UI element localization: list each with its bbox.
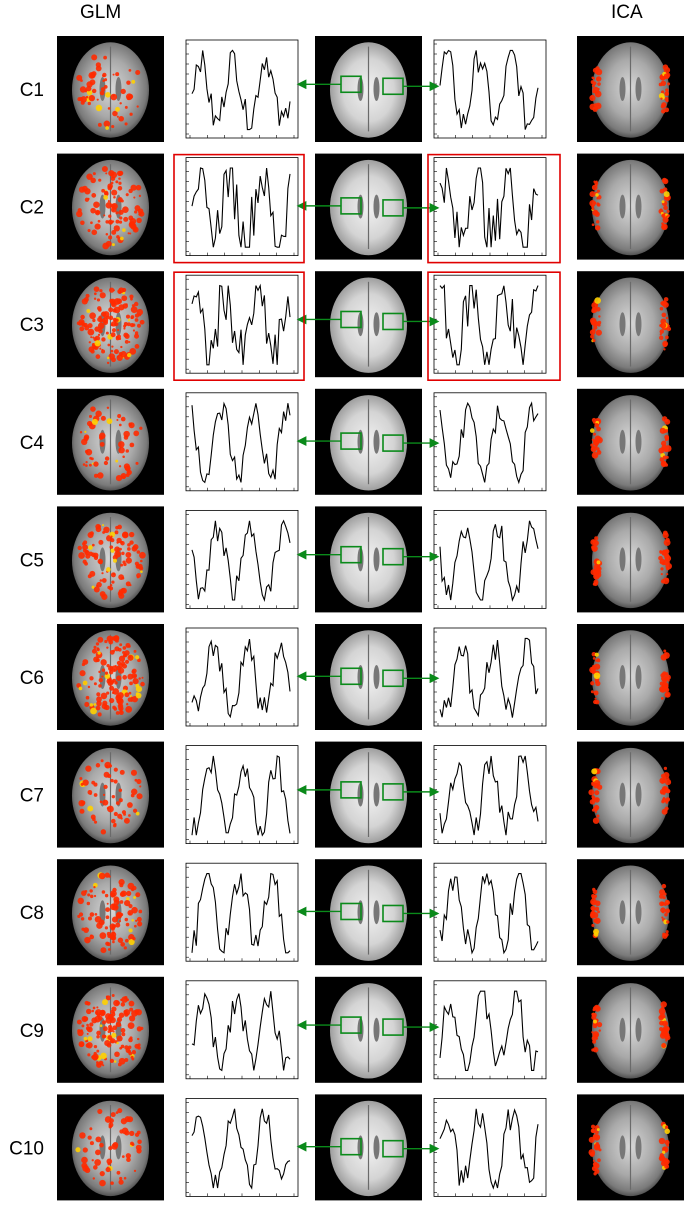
right-roi-timecourse: [433, 745, 547, 844]
left-roi-timecourse: [185, 627, 299, 727]
ica-activation-map: [577, 271, 684, 378]
left-roi-timecourse: [185, 862, 299, 962]
glm-activation-map: [57, 624, 164, 730]
left-roi-timecourse: [185, 980, 299, 1080]
right-roi-timecourse: [433, 1098, 547, 1197]
row-label: C5: [20, 550, 44, 571]
glm-activation-map: [57, 1094, 164, 1201]
glm-activation-map: [57, 153, 164, 260]
structural-brain-slice: [315, 976, 422, 1083]
ica-activation-map: [577, 36, 684, 142]
glm-activation-map: [57, 388, 164, 495]
right-roi-timecourse: [433, 157, 547, 257]
row-label: C1: [20, 80, 44, 101]
row-label: C2: [20, 198, 44, 219]
row-label: C3: [20, 315, 44, 336]
right-roi-timecourse: [433, 39, 547, 139]
ica-activation-map: [577, 388, 684, 495]
left-roi-timecourse: [185, 39, 299, 139]
glm-activation-map: [57, 741, 164, 848]
glm-activation-map: [57, 36, 164, 142]
ica-activation-map: [577, 506, 684, 613]
row-label: C7: [20, 786, 44, 807]
structural-brain-slice: [315, 741, 422, 848]
highlight-frame-left: [173, 153, 305, 264]
row-label: C4: [20, 433, 45, 454]
glm-activation-map: [57, 976, 164, 1083]
structural-brain-slice: [315, 36, 422, 142]
highlight-frame-right: [427, 271, 561, 382]
structural-brain-slice: [315, 1094, 422, 1201]
right-roi-timecourse: [433, 862, 547, 962]
structural-brain-slice: [315, 506, 422, 613]
ica-activation-map: [577, 976, 684, 1083]
left-roi-timecourse: [185, 745, 299, 844]
structural-brain-slice: [315, 859, 422, 966]
right-roi-timecourse: [433, 274, 547, 374]
highlight-frame-left: [173, 271, 305, 382]
right-roi-timecourse: [433, 392, 547, 492]
right-roi-timecourse: [433, 980, 547, 1080]
structural-brain-slice: [315, 388, 422, 495]
left-roi-timecourse: [185, 157, 299, 257]
left-roi-timecourse: [185, 392, 299, 492]
glm-activation-map: [57, 506, 164, 613]
ica-activation-map: [577, 859, 684, 966]
right-roi-timecourse: [433, 627, 547, 727]
right-roi-timecourse: [433, 509, 547, 609]
ica-column-title: ICA: [611, 2, 643, 23]
structural-brain-slice: [315, 624, 422, 730]
highlight-frame-right: [427, 153, 561, 264]
left-roi-timecourse: [185, 1098, 299, 1197]
ica-activation-map: [577, 1094, 684, 1201]
row-label: C10: [9, 1138, 44, 1159]
structural-brain-slice: [315, 153, 422, 260]
row-label: C8: [20, 903, 44, 924]
row-label: C9: [20, 1021, 44, 1042]
glm-activation-map: [57, 859, 164, 966]
row-label: C6: [20, 668, 44, 689]
glm-column-title: GLM: [80, 2, 122, 23]
ica-activation-map: [577, 153, 684, 260]
glm-activation-map: [57, 271, 164, 378]
structural-brain-slice: [315, 271, 422, 378]
ica-activation-map: [577, 624, 684, 730]
left-roi-timecourse: [185, 274, 299, 374]
left-roi-timecourse: [185, 509, 299, 609]
ica-activation-map: [577, 741, 684, 848]
